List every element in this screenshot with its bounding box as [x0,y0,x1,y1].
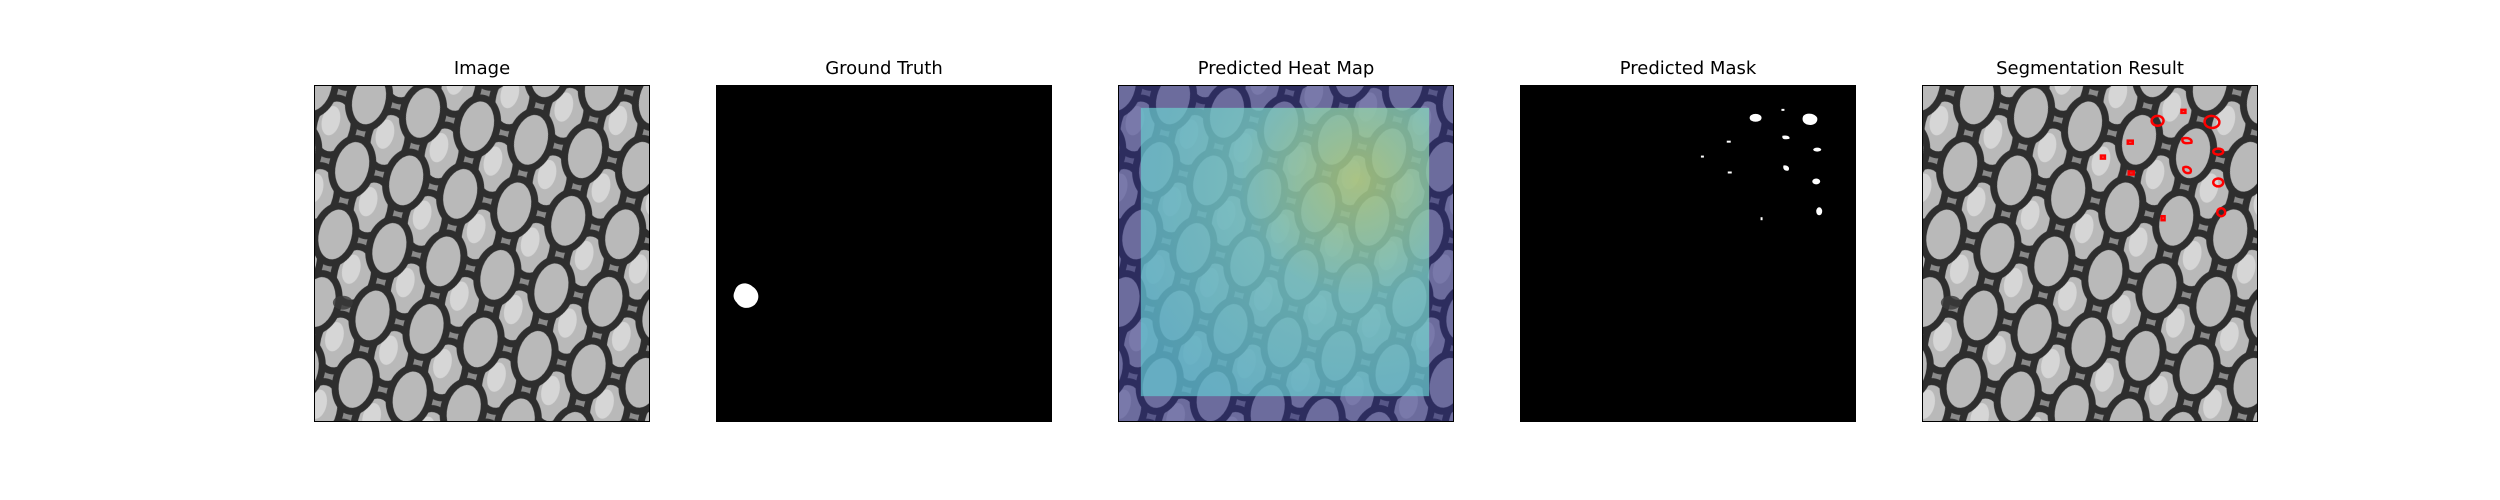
ground-truth-panel-title: Ground Truth [825,58,943,79]
predicted-mask-panel-title: Predicted Mask [1619,58,1757,79]
heatmap-panel-title: Predicted Heat Map [1197,58,1375,79]
segmentation-result-panel [1922,85,2258,422]
predicted-mask-panel [1520,85,1856,422]
predicted-mask [1521,86,1855,421]
segmentation-result-panel-title: Segmentation Result [1996,58,2184,79]
ground-truth-panel [716,85,1052,422]
texture-image [315,86,649,421]
image-panel-title: Image [453,58,511,79]
ground-truth-mask [717,86,1051,421]
image-panel [314,85,650,422]
predicted-blobs [1700,108,1823,221]
predicted-contours [2099,108,2227,222]
heatmap-panel [1118,85,1454,422]
defect-region [733,283,759,308]
segmentation-overlay [1923,86,2257,421]
heatmap-overlay [1119,86,1453,421]
